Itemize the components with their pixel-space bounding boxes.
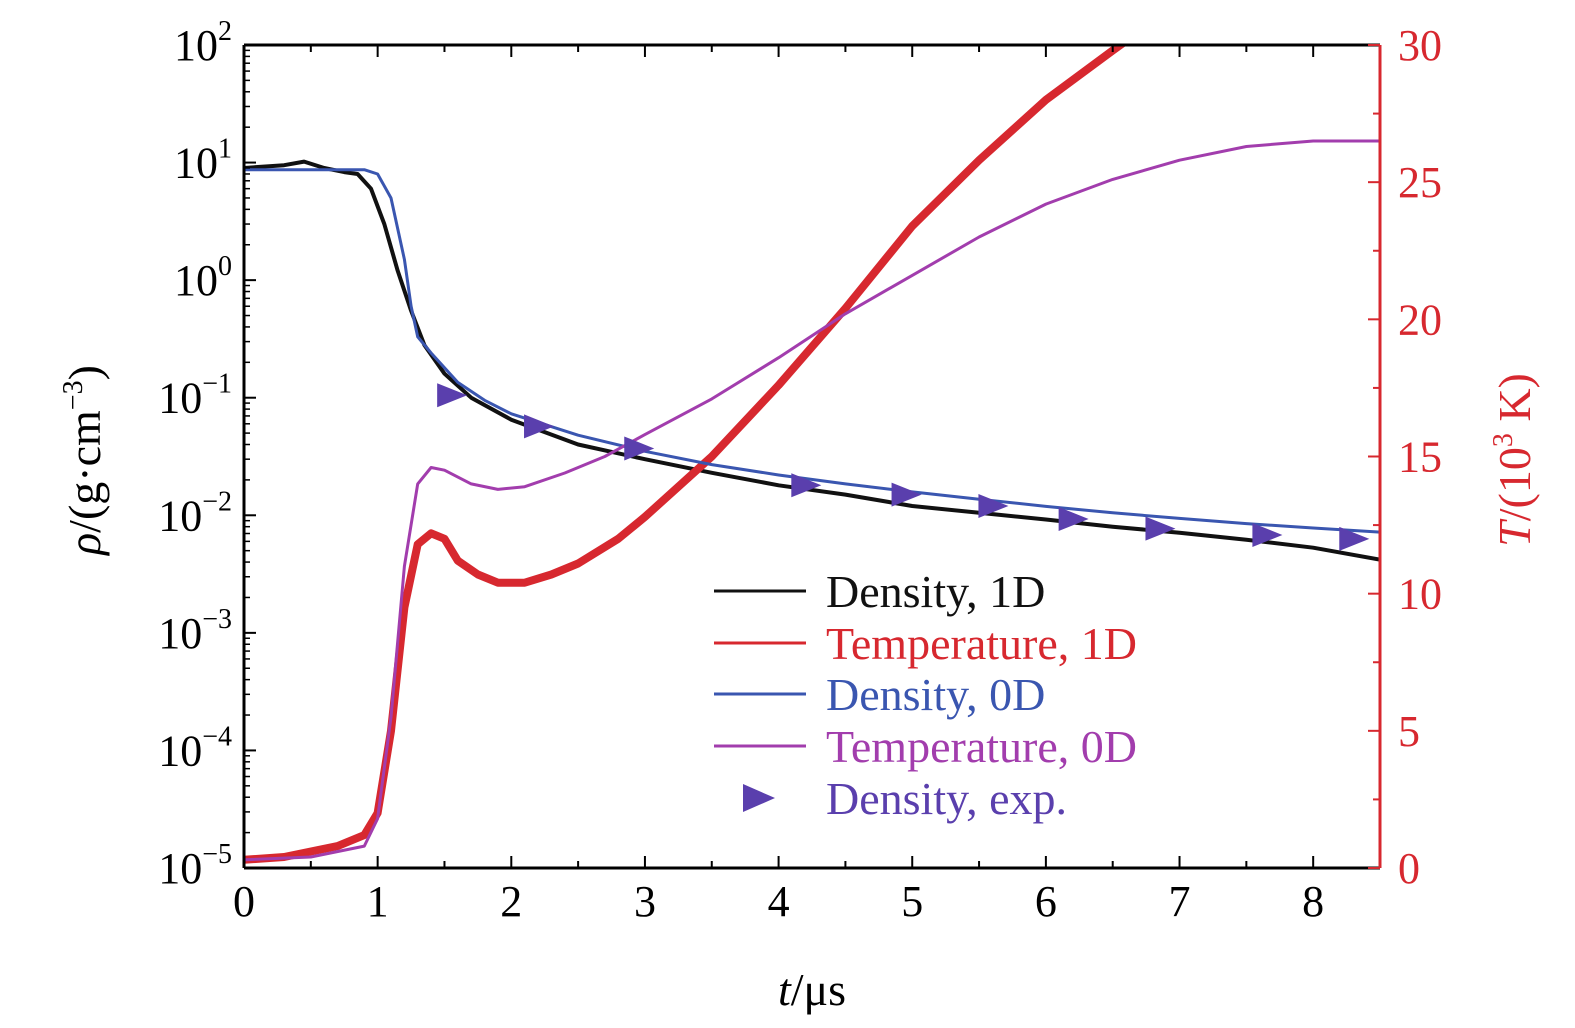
x-tick-label-6: 6: [1035, 877, 1057, 926]
legend-label-density-exp: Density, exp.: [826, 773, 1067, 824]
series-line-density-0d: [244, 168, 1380, 534]
marker-density-exp-3: [791, 473, 822, 498]
legend-label-density-1d: Density, 1D: [826, 566, 1045, 617]
y-left-tick-label-0: 102: [174, 16, 232, 70]
axes: [242, 43, 1382, 870]
y-left-tick-label-5: 10−3: [158, 604, 232, 658]
x-tick-label-0: 0: [233, 877, 255, 926]
y-left-tick-label-2: 100: [174, 251, 232, 305]
legend-label-density-0d: Density, 0D: [826, 669, 1045, 720]
y-left-tick-label-6: 10−4: [158, 721, 232, 775]
y-right-tick-label-5: 25: [1398, 158, 1442, 207]
legend-marker-density-exp: [743, 784, 775, 812]
marker-density-exp-0: [437, 383, 468, 408]
legend: Density, 1D Temperature, 1D Density, 0D …: [714, 566, 1137, 824]
x-tick-label-2: 2: [500, 877, 522, 926]
marker-density-exp-6: [1058, 506, 1089, 531]
legend-label-temperature-1d: Temperature, 1D: [826, 618, 1137, 669]
x-tick-label-3: 3: [634, 877, 656, 926]
x-tick-label-5: 5: [901, 877, 923, 926]
marker-density-exp-9: [1339, 526, 1370, 551]
y-right-axis-title: T/(103 K): [1488, 373, 1540, 547]
y-right-ticks: 0 5 10 15 20 25 30: [1368, 21, 1442, 893]
y-left-ticks: 102 101 100 10−1 10−2 10−3 10−4 10−5: [158, 16, 256, 893]
series-line-temperature-1d: [244, 45, 1128, 864]
series-line-density-1d: [244, 159, 1380, 562]
marker-density-exp-1: [524, 414, 555, 439]
y-left-tick-label-4: 10−2: [158, 486, 232, 540]
series-line-temperature-0d: [244, 139, 1380, 862]
x-ticks: 0 1 2 3 4 5 6 7 8: [233, 45, 1324, 926]
y-left-tick-label-3: 10−1: [158, 369, 232, 423]
marker-density-exp-4: [891, 482, 922, 507]
x-axis-title: t/μs: [778, 964, 846, 1015]
y-right-tick-label-1: 5: [1398, 707, 1420, 756]
marker-density-exp-8: [1252, 522, 1283, 547]
plot-series: [244, 45, 1380, 864]
x-tick-label-7: 7: [1169, 877, 1191, 926]
plot-markers: [437, 383, 1370, 551]
y-left-tick-label-1: 101: [174, 134, 232, 188]
legend-label-temperature-0d: Temperature, 0D: [826, 721, 1137, 772]
x-tick-label-4: 4: [768, 877, 790, 926]
y-right-tick-label-4: 20: [1398, 295, 1442, 344]
y-right-tick-label-3: 15: [1398, 433, 1442, 482]
y-right-tick-label-0: 0: [1398, 844, 1420, 893]
x-tick-label-1: 1: [367, 877, 389, 926]
marker-density-exp-5: [978, 493, 1009, 518]
y-right-tick-label-2: 10: [1398, 570, 1442, 619]
x-tick-label-8: 8: [1302, 877, 1324, 926]
marker-density-exp-2: [624, 436, 655, 461]
y-left-axis-title: ρ/(g·cm−3): [58, 365, 110, 557]
y-right-tick-label-6: 30: [1398, 21, 1442, 70]
y-left-tick-label-7: 10−5: [158, 839, 232, 893]
marker-density-exp-7: [1145, 516, 1176, 541]
